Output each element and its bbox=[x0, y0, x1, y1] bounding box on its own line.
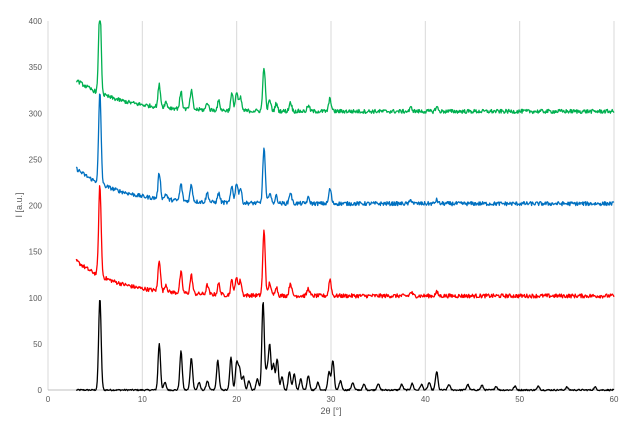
series-group bbox=[75, 20, 615, 392]
x-tick-label: 0 bbox=[46, 395, 51, 404]
y-tick-label: 250 bbox=[29, 155, 43, 164]
x-tick-labels: 0 10 20 30 40 50 60 bbox=[46, 395, 619, 404]
y-tick-label: 150 bbox=[29, 248, 43, 257]
x-tick-label: 30 bbox=[327, 395, 336, 404]
series-line bbox=[75, 20, 615, 115]
x-tick-label: 40 bbox=[421, 395, 430, 404]
series-line bbox=[75, 185, 615, 299]
x-tick-label: 50 bbox=[515, 395, 524, 404]
series-line bbox=[75, 93, 615, 207]
y-tick-label: 50 bbox=[33, 340, 42, 349]
x-axis-title: 2θ [°] bbox=[320, 406, 341, 416]
series-line bbox=[75, 299, 615, 392]
y-tick-labels: 0 50 100 150 200 250 300 350 400 bbox=[29, 17, 43, 395]
y-axis-title: I [a.u.] bbox=[14, 192, 24, 217]
y-tick-label: 400 bbox=[29, 17, 43, 26]
y-tick-label: 350 bbox=[29, 63, 43, 72]
x-tick-label: 20 bbox=[232, 395, 241, 404]
grid-lines bbox=[47, 21, 615, 391]
x-tick-label: 60 bbox=[610, 395, 619, 404]
y-tick-label: 0 bbox=[38, 386, 43, 395]
y-tick-label: 200 bbox=[29, 202, 43, 211]
y-tick-label: 100 bbox=[29, 294, 43, 303]
y-tick-label: 300 bbox=[29, 109, 43, 118]
x-tick-label: 10 bbox=[138, 395, 147, 404]
